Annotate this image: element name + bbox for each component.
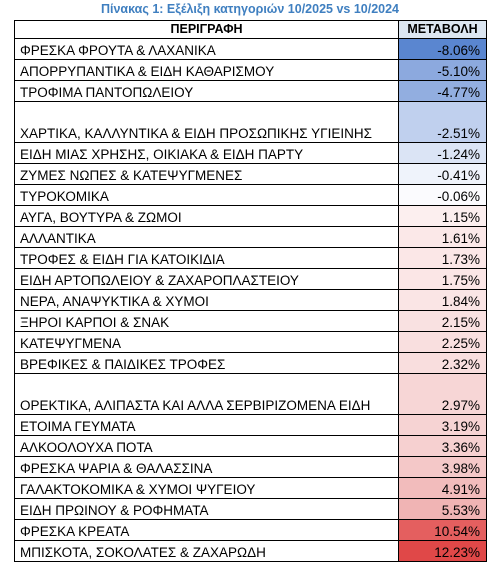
table-row: ΑΠΟΡΡΥΠΑΝΤΙΚΑ & ΕΙΔΗ ΚΑΘΑΡΙΣΜΟΥ -5.10% <box>14 59 487 81</box>
table-row: ΕΤΟΙΜΑ ΓΕΥΜΑΤΑ 3.19% <box>14 414 487 436</box>
table-row: ΕΙΔΗ ΑΡΤΟΠΩΛΕΙΟΥ & ΖΑΧΑΡΟΠΛΑΣΤΕΙΟΥ 1.75% <box>14 268 487 290</box>
category-label: ΖΥΜΕΣ ΝΩΠΕΣ & ΚΑΤΕΨΥΓΜΕΝΕΣ <box>14 163 399 185</box>
change-value: 12.23% <box>398 540 487 562</box>
table-row: ΓΑΛΑΚΤΟΚΟΜΙΚΑ & ΧΥΜΟΙ ΨΥΓΕΙΟΥ 4.91% <box>14 477 487 499</box>
change-value: -8.06% <box>398 38 487 60</box>
category-label: ΝΕΡΑ, ΑΝΑΨΥΚΤΙΚΑ & ΧΥΜΟΙ <box>14 289 399 311</box>
category-label: ΕΙΔΗ ΠΡΩΙΝΟΥ & ΡΟΦΗΜΑΤΑ <box>14 498 399 520</box>
table-row: ΦΡΕΣΚΑ ΚΡΕΑΤΑ 10.54% <box>14 519 487 541</box>
category-label: ΑΛΚΟΟΛΟΥΧΑ ΠΟΤΑ <box>14 435 399 457</box>
table-row: ΚΑΤΕΨΥΓΜΕΝΑ 2.25% <box>14 331 487 353</box>
category-label: ΦΡΕΣΚΑ ΨΑΡΙΑ & ΘΑΛΑΣΣΙΝΑ <box>14 456 399 478</box>
change-value: 1.15% <box>398 205 487 227</box>
category-label: ΓΑΛΑΚΤΟΚΟΜΙΚΑ & ΧΥΜΟΙ ΨΥΓΕΙΟΥ <box>14 477 399 499</box>
table-row: ΟΡΕΚΤΙΚΑ, ΑΛΙΠΑΣΤΑ ΚΑΙ ΑΛΛΑ ΣΕΡΒΙΡΙΖΟΜΕΝ… <box>14 373 487 415</box>
category-label: ΟΡΕΚΤΙΚΑ, ΑΛΙΠΑΣΤΑ ΚΑΙ ΑΛΛΑ ΣΕΡΒΙΡΙΖΟΜΕΝ… <box>14 373 399 415</box>
change-value: -2.51% <box>398 101 487 143</box>
change-value: 5.53% <box>398 498 487 520</box>
category-label: ΚΑΤΕΨΥΓΜΕΝΑ <box>14 331 399 353</box>
change-value: 3.36% <box>398 435 487 457</box>
table-row: ΤΡΟΦΕΣ & ΕΙΔΗ ΓΙΑ ΚΑΤΟΙΚΙΔΙΑ 1.73% <box>14 247 487 269</box>
category-label: ΕΙΔΗ ΑΡΤΟΠΩΛΕΙΟΥ & ΖΑΧΑΡΟΠΛΑΣΤΕΙΟΥ <box>14 268 399 290</box>
table-row: ΧΑΡΤΙΚΑ, ΚΑΛΛΥΝΤΙΚΑ & ΕΙΔΗ ΠΡΟΣΩΠΙΚΗΣ ΥΓ… <box>14 101 487 143</box>
category-label: ΧΑΡΤΙΚΑ, ΚΑΛΛΥΝΤΙΚΑ & ΕΙΔΗ ΠΡΟΣΩΠΙΚΗΣ ΥΓ… <box>14 101 399 143</box>
category-label: ΕΙΔΗ ΜΙΑΣ ΧΡΗΣΗΣ, ΟΙΚΙΑΚΑ & ΕΙΔΗ ΠΑΡΤΥ <box>14 142 399 164</box>
category-label: ΤΥΡΟΚΟΜΙΚΑ <box>14 184 399 206</box>
column-header-description: ΠΕΡΙΓΡΑΦΗ <box>14 20 399 39</box>
table-caption: Πίνακας 1: Εξέλιξη κατηγοριών 10/2025 vs… <box>100 2 400 16</box>
category-label: ΑΛΛΑΝΤΙΚΑ <box>14 226 399 248</box>
table-row: ΑΛΛΑΝΤΙΚΑ 1.61% <box>14 226 487 248</box>
change-value: -1.24% <box>398 142 487 164</box>
change-value: 1.84% <box>398 289 487 311</box>
category-label: ΦΡΕΣΚΑ ΚΡΕΑΤΑ <box>14 519 399 541</box>
change-value: 4.91% <box>398 477 487 499</box>
column-header-change: ΜΕΤΑΒΟΛΗ <box>398 20 487 39</box>
category-change-table: ΠΕΡΙΓΡΑΦΗ ΜΕΤΑΒΟΛΗ ΦΡΕΣΚΑ ΦΡΟΥΤΑ & ΛΑΧΑΝ… <box>14 20 487 562</box>
change-value: -4.77% <box>398 80 487 102</box>
change-value: 2.15% <box>398 310 487 332</box>
category-label: ΜΠΙΣΚΟΤΑ, ΣΟΚΟΛΑΤΕΣ & ΖΑΧΑΡΩΔΗ <box>14 540 399 562</box>
table-row: ΑΛΚΟΟΛΟΥΧΑ ΠΟΤΑ 3.36% <box>14 435 487 457</box>
change-value: -0.41% <box>398 163 487 185</box>
category-label: ΤΡΟΦΙΜΑ ΠΑΝΤΟΠΩΛΕΙΟΥ <box>14 80 399 102</box>
category-label: ΒΡΕΦΙΚΕΣ & ΠΑΙΔΙΚΕΣ ΤΡΟΦΕΣ <box>14 352 399 374</box>
change-value: -5.10% <box>398 59 487 81</box>
category-label: ΦΡΕΣΚΑ ΦΡΟΥΤΑ & ΛΑΧΑΝΙΚΑ <box>14 38 399 60</box>
change-value: 3.98% <box>398 456 487 478</box>
change-value: 2.32% <box>398 352 487 374</box>
change-value: 3.19% <box>398 414 487 436</box>
table-row: ΞΗΡΟΙ ΚΑΡΠΟΙ & ΣΝΑΚ 2.15% <box>14 310 487 332</box>
table-row: ΑΥΓΑ, ΒΟΥΤΥΡΑ & ΖΩΜΟΙ 1.15% <box>14 205 487 227</box>
change-value: 1.75% <box>398 268 487 290</box>
change-value: -0.06% <box>398 184 487 206</box>
category-label: ΤΡΟΦΕΣ & ΕΙΔΗ ΓΙΑ ΚΑΤΟΙΚΙΔΙΑ <box>14 247 399 269</box>
category-label: ΑΥΓΑ, ΒΟΥΤΥΡΑ & ΖΩΜΟΙ <box>14 205 399 227</box>
table-row: ΤΡΟΦΙΜΑ ΠΑΝΤΟΠΩΛΕΙΟΥ -4.77% <box>14 80 487 102</box>
category-label: ΕΤΟΙΜΑ ΓΕΥΜΑΤΑ <box>14 414 399 436</box>
table-row: ΕΙΔΗ ΜΙΑΣ ΧΡΗΣΗΣ, ΟΙΚΙΑΚΑ & ΕΙΔΗ ΠΑΡΤΥ -1… <box>14 142 487 164</box>
table-row: ΒΡΕΦΙΚΕΣ & ΠΑΙΔΙΚΕΣ ΤΡΟΦΕΣ 2.32% <box>14 352 487 374</box>
table-row: ΤΥΡΟΚΟΜΙΚΑ -0.06% <box>14 184 487 206</box>
table-row: ΕΙΔΗ ΠΡΩΙΝΟΥ & ΡΟΦΗΜΑΤΑ 5.53% <box>14 498 487 520</box>
change-value: 10.54% <box>398 519 487 541</box>
table-body: ΦΡΕΣΚΑ ΦΡΟΥΤΑ & ΛΑΧΑΝΙΚΑ -8.06% ΑΠΟΡΡΥΠΑΝΤ… <box>14 38 487 562</box>
table-header-row: ΠΕΡΙΓΡΑΦΗ ΜΕΤΑΒΟΛΗ <box>14 20 487 39</box>
table-row: ΝΕΡΑ, ΑΝΑΨΥΚΤΙΚΑ & ΧΥΜΟΙ 1.84% <box>14 289 487 311</box>
table-row: ΦΡΕΣΚΑ ΨΑΡΙΑ & ΘΑΛΑΣΣΙΝΑ 3.98% <box>14 456 487 478</box>
table-row: ΜΠΙΣΚΟΤΑ, ΣΟΚΟΛΑΤΕΣ & ΖΑΧΑΡΩΔΗ 12.23% <box>14 540 487 562</box>
change-value: 2.25% <box>398 331 487 353</box>
table-row: ΦΡΕΣΚΑ ΦΡΟΥΤΑ & ΛΑΧΑΝΙΚΑ -8.06% <box>14 38 487 60</box>
change-value: 1.61% <box>398 226 487 248</box>
change-value: 1.73% <box>398 247 487 269</box>
category-label: ΑΠΟΡΡΥΠΑΝΤΙΚΑ & ΕΙΔΗ ΚΑΘΑΡΙΣΜΟΥ <box>14 59 399 81</box>
change-value: 2.97% <box>398 373 487 415</box>
table-row: ΖΥΜΕΣ ΝΩΠΕΣ & ΚΑΤΕΨΥΓΜΕΝΕΣ -0.41% <box>14 163 487 185</box>
category-label: ΞΗΡΟΙ ΚΑΡΠΟΙ & ΣΝΑΚ <box>14 310 399 332</box>
